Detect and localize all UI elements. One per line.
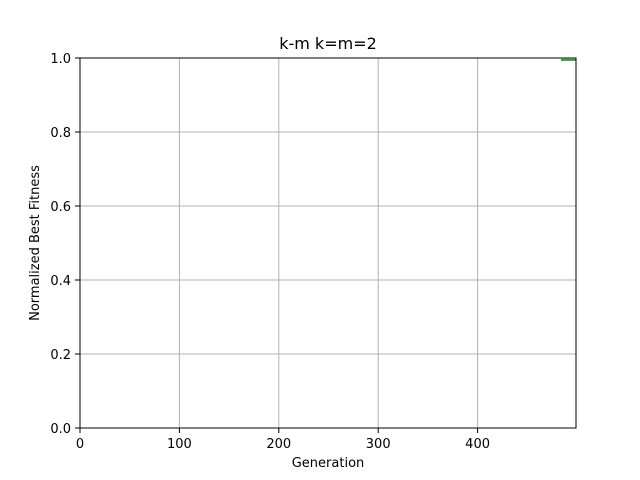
y-tick-label: 0.8 xyxy=(50,126,71,141)
y-tick-label: 0.0 xyxy=(50,422,71,437)
y-tick-label: 0.6 xyxy=(50,200,71,215)
chart-title: k-m k=m=2 xyxy=(279,34,377,53)
y-tick-label: 0.2 xyxy=(50,348,71,363)
y-tick-label: 1.0 xyxy=(50,52,71,67)
x-tick-label: 100 xyxy=(167,437,192,452)
plot-frame xyxy=(79,57,577,429)
x-tick-label: 300 xyxy=(366,437,391,452)
x-tick-label: 0 xyxy=(76,437,84,452)
y-ticks: 0.0 0.2 0.4 0.6 0.8 1.0 xyxy=(50,52,80,437)
x-axis-label: Generation xyxy=(292,456,365,471)
y-axis-label: Normalized Best Fitness xyxy=(28,165,43,321)
x-tick-label: 200 xyxy=(266,437,291,452)
x-ticks: 0 100 200 300 400 xyxy=(76,428,490,452)
y-tick-label: 0.4 xyxy=(50,274,71,289)
x-tick-label: 400 xyxy=(465,437,490,452)
